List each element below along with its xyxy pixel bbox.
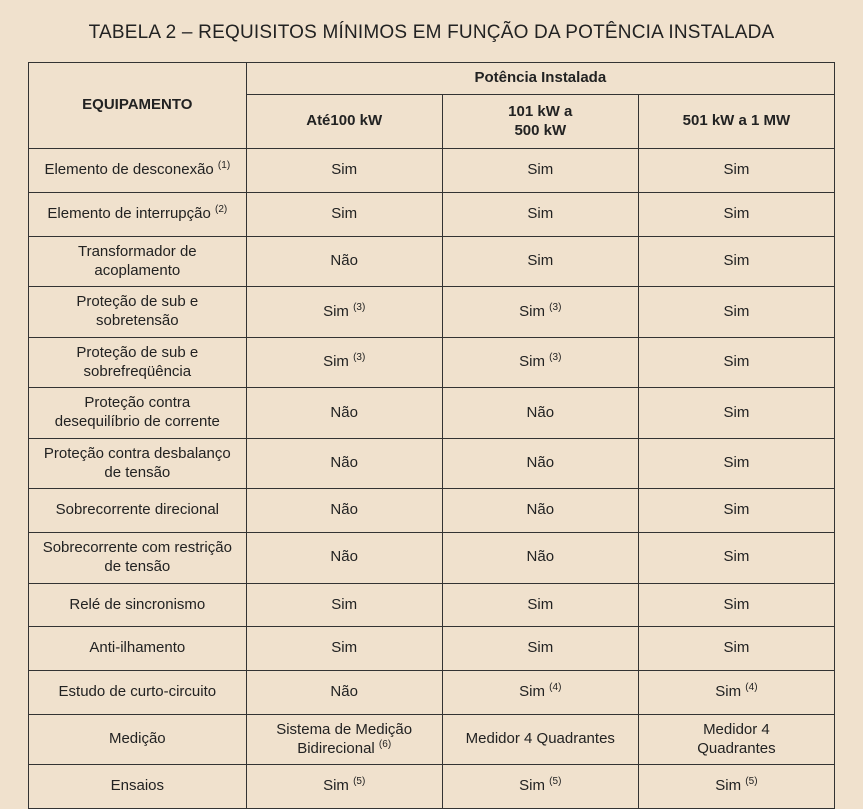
table-row: Ensaios Sim (5) Sim (5) Sim (5)	[29, 765, 835, 809]
cell-label: Relé de sincronismo	[29, 583, 247, 627]
cell-value: Sim (3)	[246, 337, 442, 388]
cell-value: Não	[246, 671, 442, 715]
table-row: Elemento de interrupção (2) Sim Sim Sim	[29, 193, 835, 237]
table-row: Proteção de sub esobretensão Sim (3) Sim…	[29, 287, 835, 338]
table-row: Sobrecorrente direcional Não Não Sim	[29, 489, 835, 533]
cell-value: Sim	[638, 489, 834, 533]
cell-value: Sim	[638, 627, 834, 671]
cell-value: Medidor 4Quadrantes	[638, 714, 834, 765]
cell-value: Sim (3)	[246, 287, 442, 338]
cell-value: Sim	[638, 438, 834, 489]
cell-label: Ensaios	[29, 765, 247, 809]
cell-label: Elemento de desconexão (1)	[29, 149, 247, 193]
cell-value: Não	[246, 236, 442, 287]
cell-value: Não	[442, 388, 638, 439]
table-row: Anti-ilhamento Sim Sim Sim	[29, 627, 835, 671]
cell-value: Não	[442, 489, 638, 533]
cell-value: Sim (4)	[638, 671, 834, 715]
header-col2: 101 kW a 500 kW	[442, 94, 638, 149]
cell-value: Sim	[638, 583, 834, 627]
header-potencia: Potência Instalada	[246, 63, 834, 95]
cell-value: Não	[442, 438, 638, 489]
cell-label: Proteção de sub esobrefreqüência	[29, 337, 247, 388]
table-row: Relé de sincronismo Sim Sim Sim	[29, 583, 835, 627]
cell-value: Sim (5)	[638, 765, 834, 809]
cell-label: Sobrecorrente com restriçãode tensão	[29, 533, 247, 584]
table-row: Proteção de sub esobrefreqüência Sim (3)…	[29, 337, 835, 388]
cell-value: Sim	[246, 149, 442, 193]
table-header-row-1: EQUIPAMENTO Potência Instalada	[29, 63, 835, 95]
cell-value: Sim	[638, 287, 834, 338]
cell-value: Sim (3)	[442, 287, 638, 338]
cell-value: Sim (4)	[442, 671, 638, 715]
cell-value: Não	[246, 489, 442, 533]
cell-value: Sim	[638, 193, 834, 237]
header-col3: 501 kW a 1 MW	[638, 94, 834, 149]
cell-value: Sim	[442, 193, 638, 237]
cell-value: Sim	[638, 533, 834, 584]
cell-label: Proteção contradesequilíbrio de corrente	[29, 388, 247, 439]
cell-label: Transformador deacoplamento	[29, 236, 247, 287]
cell-value: Sim (5)	[246, 765, 442, 809]
header-col2-line1: 101 kW a	[508, 103, 572, 120]
cell-value: Não	[246, 388, 442, 439]
cell-value: Não	[442, 533, 638, 584]
cell-value: Sim	[638, 337, 834, 388]
table-row: Proteção contradesequilíbrio de corrente…	[29, 388, 835, 439]
cell-label: Estudo de curto-circuito	[29, 671, 247, 715]
cell-value: Sim (5)	[442, 765, 638, 809]
cell-value: Sim	[638, 236, 834, 287]
requirements-table: EQUIPAMENTO Potência Instalada Até100 kW…	[28, 62, 835, 809]
table-row: Medição Sistema de MediçãoBidirecional (…	[29, 714, 835, 765]
cell-value: Sim	[246, 193, 442, 237]
cell-value: Sim	[442, 583, 638, 627]
cell-label: Anti-ilhamento	[29, 627, 247, 671]
cell-label: Sobrecorrente direcional	[29, 489, 247, 533]
cell-value: Sim	[246, 627, 442, 671]
cell-label: Proteção de sub esobretensão	[29, 287, 247, 338]
header-equipamento: EQUIPAMENTO	[29, 63, 247, 149]
cell-value: Sim (3)	[442, 337, 638, 388]
cell-value: Sim	[442, 627, 638, 671]
cell-value: Sim	[442, 236, 638, 287]
cell-value: Sim	[638, 388, 834, 439]
header-col1: Até100 kW	[246, 94, 442, 149]
cell-value: Sim	[442, 149, 638, 193]
table-row: Proteção contra desbalançode tensão Não …	[29, 438, 835, 489]
cell-value: Medidor 4 Quadrantes	[442, 714, 638, 765]
cell-value: Sistema de MediçãoBidirecional (6)	[246, 714, 442, 765]
table-row: Elemento de desconexão (1) Sim Sim Sim	[29, 149, 835, 193]
cell-label: Proteção contra desbalançode tensão	[29, 438, 247, 489]
cell-value: Sim	[638, 149, 834, 193]
table-title: TABELA 2 – REQUISITOS MÍNIMOS EM FUNÇÃO …	[28, 22, 835, 44]
table-row: Estudo de curto-circuito Não Sim (4) Sim…	[29, 671, 835, 715]
cell-value: Não	[246, 533, 442, 584]
cell-value: Sim	[246, 583, 442, 627]
cell-value: Não	[246, 438, 442, 489]
header-col2-line2: 500 kW	[514, 122, 566, 139]
table-row: Sobrecorrente com restriçãode tensão Não…	[29, 533, 835, 584]
cell-label: Medição	[29, 714, 247, 765]
table-row: Transformador deacoplamento Não Sim Sim	[29, 236, 835, 287]
cell-label: Elemento de interrupção (2)	[29, 193, 247, 237]
